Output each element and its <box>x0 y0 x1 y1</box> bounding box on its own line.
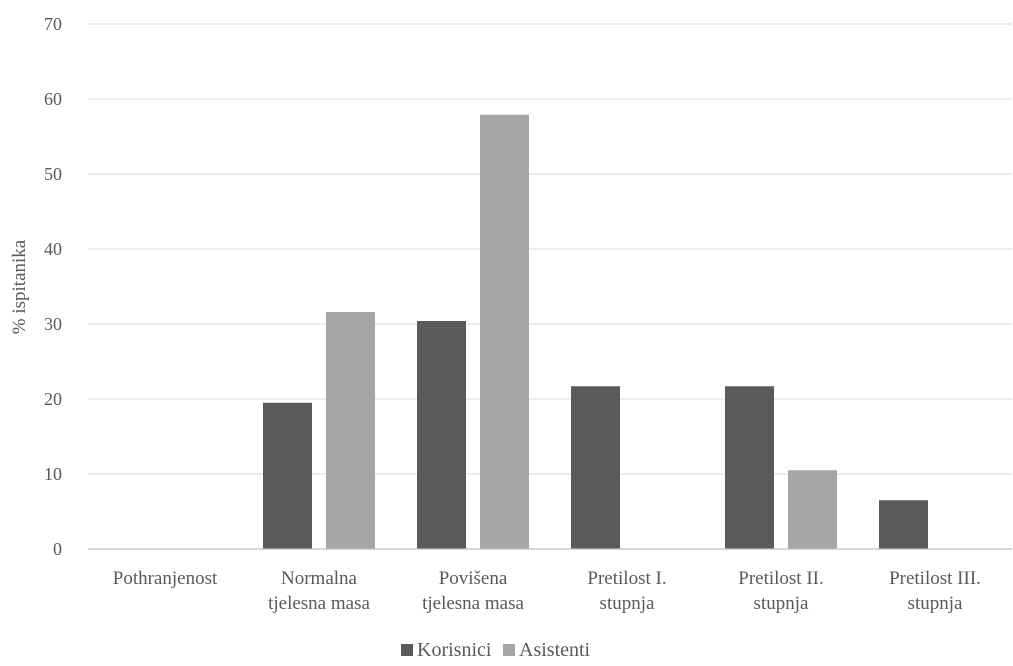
legend-label-asistenti: Asistenti <box>519 639 591 661</box>
category-labels: Pothranjenost Normalna tjelesna masa Poviše… <box>113 568 981 614</box>
y-tick-label: 70 <box>44 14 62 34</box>
category-label: Normalna tjelesna masa <box>268 568 370 614</box>
bar-asistenti <box>326 312 375 549</box>
legend-swatch-korisnici <box>401 644 413 656</box>
y-tick-label: 0 <box>53 539 62 559</box>
bar-korisnici <box>263 402 312 549</box>
bar-korisnici <box>417 321 466 549</box>
legend: Korisnici Asistenti <box>401 639 591 661</box>
bars <box>263 114 928 549</box>
y-tick-labels: 0 10 20 30 40 50 60 70 <box>44 14 62 559</box>
category-label: Pretilost II. stupnja <box>738 568 824 614</box>
category-label: Povišena tjelesna masa <box>422 568 524 614</box>
y-tick-label: 40 <box>44 239 62 259</box>
bar-asistenti <box>480 114 529 549</box>
legend-swatch-asistenti <box>503 644 515 656</box>
y-axis-title: % ispitanika <box>9 239 30 334</box>
y-tick-label: 30 <box>44 314 62 334</box>
category-label: Pothranjenost <box>113 568 218 589</box>
bar-korisnici <box>725 386 774 549</box>
gridlines <box>88 23 1012 475</box>
category-label: Pretilost I. stupnja <box>587 568 666 614</box>
y-tick-label: 50 <box>44 164 62 184</box>
y-tick-label: 10 <box>44 464 62 484</box>
bar-asistenti <box>788 470 837 549</box>
bar-korisnici <box>879 500 928 549</box>
legend-label-korisnici: Korisnici <box>417 639 492 661</box>
y-tick-label: 20 <box>44 389 62 409</box>
bar-korisnici <box>571 386 620 549</box>
y-tick-label: 60 <box>44 89 62 109</box>
category-label: Pretilost III. stupnja <box>889 568 981 614</box>
